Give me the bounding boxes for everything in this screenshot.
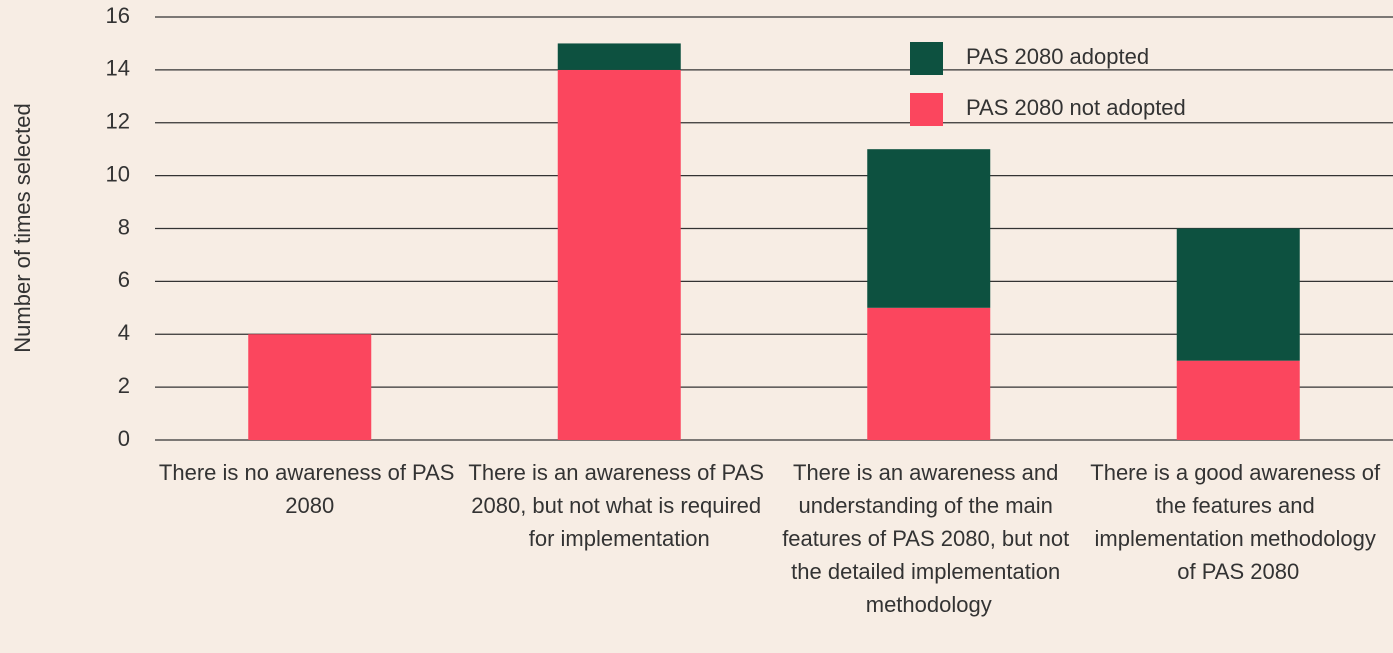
bar-segment bbox=[1176, 228, 1300, 361]
legend-label: PAS 2080 not adopted bbox=[966, 95, 1186, 120]
x-tick-label: There is no awareness of PAS 2080 bbox=[159, 460, 461, 518]
y-axis-label: Number of times selected bbox=[10, 103, 35, 352]
y-tick-label: 0 bbox=[118, 426, 130, 451]
y-tick-label: 14 bbox=[106, 56, 130, 81]
bar-segment bbox=[867, 307, 991, 440]
y-tick-label: 4 bbox=[118, 320, 130, 345]
y-tick-label: 10 bbox=[106, 161, 130, 186]
bar-segment bbox=[248, 334, 372, 440]
bar-segment bbox=[557, 43, 681, 70]
bar-segment bbox=[1176, 360, 1300, 440]
legend-swatch bbox=[910, 42, 943, 75]
legend-label: PAS 2080 adopted bbox=[966, 44, 1149, 69]
x-tick-label: There is a good awareness of the feature… bbox=[1090, 460, 1386, 584]
y-tick-label: 6 bbox=[118, 267, 130, 292]
y-tick-label: 2 bbox=[118, 373, 130, 398]
x-tick-label: There is an awareness of PAS 2080, but n… bbox=[468, 460, 770, 551]
bar-segment bbox=[557, 69, 681, 440]
bar-segment bbox=[867, 149, 991, 308]
x-tick-label: There is an awareness and understanding … bbox=[782, 460, 1075, 617]
y-tick-label: 8 bbox=[118, 214, 130, 239]
legend-swatch bbox=[910, 93, 943, 126]
y-tick-label: 16 bbox=[106, 3, 130, 28]
y-tick-label: 12 bbox=[106, 109, 130, 134]
